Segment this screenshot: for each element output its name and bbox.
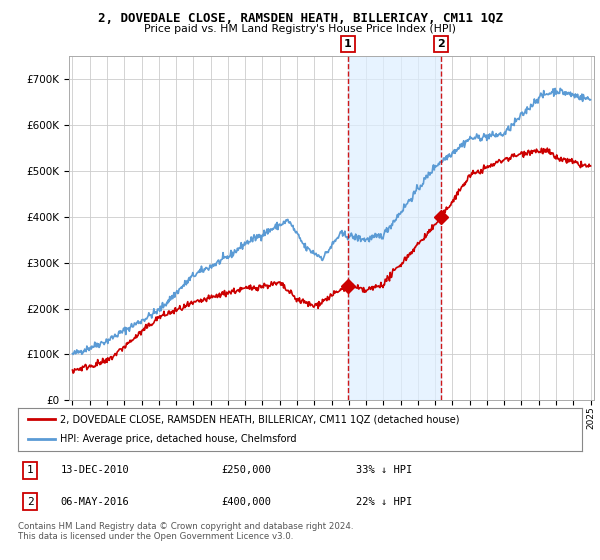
Text: Contains HM Land Registry data © Crown copyright and database right 2024.
This d: Contains HM Land Registry data © Crown c…	[18, 522, 353, 542]
Bar	[348, 56, 441, 400]
Text: 2: 2	[27, 497, 34, 507]
Text: £400,000: £400,000	[221, 497, 271, 507]
Text: 22% ↓ HPI: 22% ↓ HPI	[356, 497, 413, 507]
Text: 2, DOVEDALE CLOSE, RAMSDEN HEATH, BILLERICAY, CM11 1QZ: 2, DOVEDALE CLOSE, RAMSDEN HEATH, BILLER…	[97, 12, 503, 25]
Text: 1: 1	[27, 465, 34, 475]
Text: Price paid vs. HM Land Registry's House Price Index (HPI): Price paid vs. HM Land Registry's House …	[144, 24, 456, 34]
Text: 2: 2	[437, 39, 445, 49]
Text: HPI: Average price, detached house, Chelmsford: HPI: Average price, detached house, Chel…	[60, 434, 297, 444]
Text: 2, DOVEDALE CLOSE, RAMSDEN HEATH, BILLERICAY, CM11 1QZ (detached house): 2, DOVEDALE CLOSE, RAMSDEN HEATH, BILLER…	[60, 414, 460, 424]
Text: 06-MAY-2016: 06-MAY-2016	[60, 497, 129, 507]
Text: 13-DEC-2010: 13-DEC-2010	[60, 465, 129, 475]
Text: £250,000: £250,000	[221, 465, 271, 475]
Text: 1: 1	[344, 39, 352, 49]
Text: 33% ↓ HPI: 33% ↓ HPI	[356, 465, 413, 475]
